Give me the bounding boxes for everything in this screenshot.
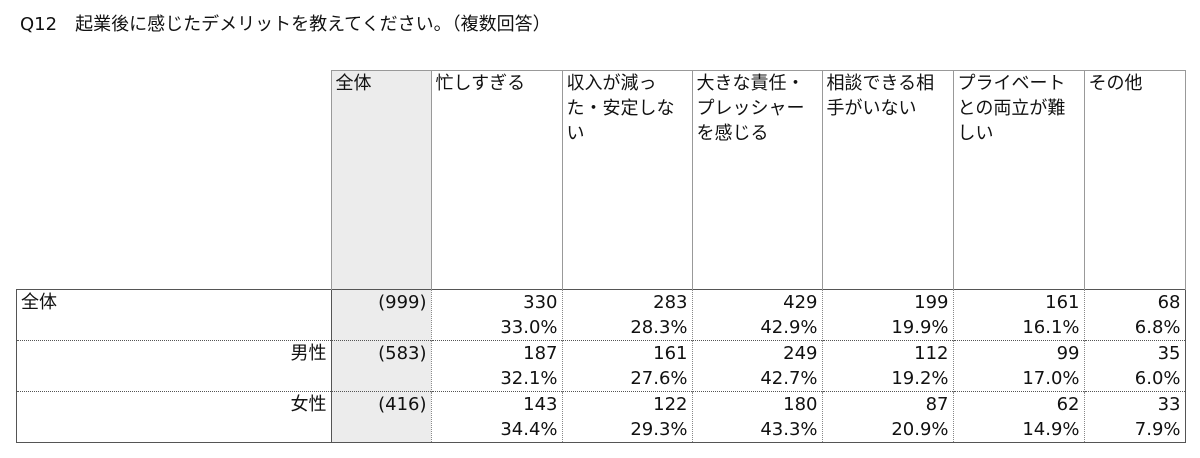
value-cell: 33 7.9%: [1083, 391, 1186, 443]
value-cell: 35 6.0%: [1083, 340, 1186, 392]
value-cell: 122 29.3%: [561, 391, 692, 443]
value-cell: 199 19.9%: [821, 289, 953, 341]
count: 99: [1056, 343, 1080, 364]
value-cell: 68 6.8%: [1083, 289, 1186, 341]
table: 全体 忙しすぎる 収入が減った・安定しない 大きな責任・プレッシャーを感じる 相談できる…: [16, 70, 1186, 443]
data-row: 女性 (416) 143 34.4% 122 29.3% 180 43.3% 87 20.9% 62…: [16, 391, 1186, 443]
count: 87: [925, 394, 949, 415]
value-cell: 283 28.3%: [561, 289, 692, 341]
title: Q12 起業後に感じたデメリットを教えてください。（複数回答）: [20, 14, 551, 35]
column-header: その他: [1083, 70, 1186, 290]
percent: 43.3%: [760, 419, 818, 440]
percent: 28.3%: [630, 317, 688, 338]
value-cell: 161 27.6%: [561, 340, 692, 392]
row-label: 女性: [16, 391, 331, 443]
count: 161: [1045, 292, 1080, 313]
column-header: 忙しすぎる: [430, 70, 562, 290]
sample-size: (416): [330, 391, 431, 443]
count: 429: [783, 292, 818, 313]
value-cell: 180 43.3%: [691, 391, 822, 443]
percent: 32.1%: [500, 368, 558, 389]
count: 112: [914, 343, 949, 364]
value-cell: 249 42.7%: [691, 340, 822, 392]
percent: 20.9%: [891, 419, 949, 440]
percent: 42.9%: [760, 317, 818, 338]
percent: 19.2%: [891, 368, 949, 389]
column-header: プライベートとの両立が難しい: [952, 70, 1084, 290]
count: 143: [523, 394, 558, 415]
percent: 27.6%: [630, 368, 688, 389]
percent: 6.0%: [1134, 368, 1181, 389]
percent: 14.9%: [1022, 419, 1080, 440]
count: 180: [783, 394, 818, 415]
percent: 17.0%: [1022, 368, 1080, 389]
value-cell: 187 32.1%: [430, 340, 562, 392]
percent: 19.9%: [891, 317, 949, 338]
value-cell: 62 14.9%: [952, 391, 1084, 443]
value-cell: 99 17.0%: [952, 340, 1084, 392]
column-header: 全体: [330, 70, 431, 290]
sample-size: (583): [330, 340, 431, 392]
value-cell: 330 33.0%: [430, 289, 562, 341]
row-label: 全体: [16, 289, 331, 341]
column-header: 大きな責任・プレッシャーを感じる: [691, 70, 822, 290]
count: 283: [653, 292, 688, 313]
value-cell: 429 42.9%: [691, 289, 822, 341]
data-row: 男性 (583) 187 32.1% 161 27.6% 249 42.7% 112 19.2% 9…: [16, 340, 1186, 392]
count: 249: [783, 343, 818, 364]
value-cell: 87 20.9%: [821, 391, 953, 443]
column-header: 収入が減った・安定しない: [561, 70, 692, 290]
count: 187: [523, 343, 558, 364]
header-row: 全体 忙しすぎる 収入が減った・安定しない 大きな責任・プレッシャーを感じる 相談できる…: [17, 70, 1186, 290]
sample-size: (999): [330, 289, 431, 341]
blank-cell: [17, 71, 332, 290]
count: 199: [914, 292, 949, 313]
percent: 16.1%: [1022, 317, 1080, 338]
percent: 7.9%: [1134, 419, 1181, 440]
count: 330: [523, 292, 558, 313]
percent: 6.8%: [1134, 317, 1181, 338]
count: 33: [1157, 394, 1181, 415]
count: 161: [653, 343, 688, 364]
count: 68: [1157, 292, 1181, 313]
value-cell: 143 34.4%: [430, 391, 562, 443]
value-cell: 161 16.1%: [952, 289, 1084, 341]
row-label: 男性: [16, 340, 331, 392]
value-cell: 112 19.2%: [821, 340, 953, 392]
percent: 42.7%: [760, 368, 818, 389]
percent: 29.3%: [630, 419, 688, 440]
data-row: 全体 (999) 330 33.0% 283 28.3% 429 42.9% 199 19.9% 1…: [16, 289, 1186, 341]
percent: 33.0%: [500, 317, 558, 338]
column-header: 相談できる相手がいない: [821, 70, 953, 290]
count: 35: [1157, 343, 1181, 364]
count: 122: [653, 394, 688, 415]
count: 62: [1056, 394, 1080, 415]
percent: 34.4%: [500, 419, 558, 440]
